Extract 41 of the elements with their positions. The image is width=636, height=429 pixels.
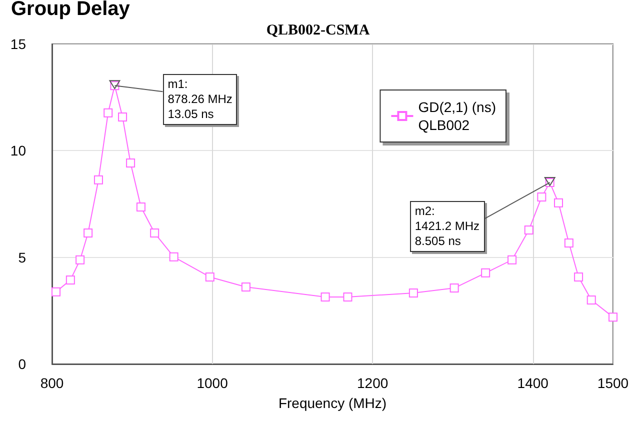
point xyxy=(554,198,564,208)
point xyxy=(104,108,113,118)
point xyxy=(508,255,517,264)
y-tick-label: 10 xyxy=(10,142,26,159)
point xyxy=(608,312,618,322)
legend-label: GD(2,1) (ns) QLB002 xyxy=(418,99,496,133)
point xyxy=(564,238,574,248)
point xyxy=(126,158,136,168)
point xyxy=(84,228,93,238)
x-tick-label: 1400 xyxy=(517,375,549,391)
point xyxy=(52,287,61,296)
point xyxy=(586,296,596,304)
point xyxy=(408,288,418,298)
x-tick-label: 1000 xyxy=(196,375,228,391)
annotation: m1: 878.26 MHz 13.05 ns xyxy=(162,74,238,125)
point xyxy=(241,282,250,292)
x-axis-title: Frequency (MHz) xyxy=(278,395,387,411)
point xyxy=(481,268,490,278)
x-tick-label: 1200 xyxy=(356,375,388,391)
x-tick-label: 800 xyxy=(40,375,64,391)
chart-title: Group Delay xyxy=(11,0,131,20)
annotation: m2: 1421.2 MHz 8.505 ns xyxy=(410,200,485,252)
point xyxy=(76,255,85,264)
point xyxy=(150,228,160,238)
point xyxy=(66,275,75,284)
point xyxy=(118,112,128,122)
point xyxy=(136,202,146,212)
point xyxy=(343,292,352,302)
point xyxy=(205,272,214,282)
point xyxy=(450,284,459,293)
x-tick-label: 1500 xyxy=(597,375,629,391)
point xyxy=(574,272,584,282)
y-tick-label: 0 xyxy=(18,356,26,372)
point xyxy=(94,175,103,184)
y-tick-label: 5 xyxy=(18,249,26,266)
point xyxy=(537,192,546,202)
chart-subtitle: QLB002-CSMA xyxy=(266,22,370,38)
y-tick-label: 15 xyxy=(10,36,26,52)
point xyxy=(320,292,330,302)
point xyxy=(524,226,534,235)
point xyxy=(169,252,178,262)
